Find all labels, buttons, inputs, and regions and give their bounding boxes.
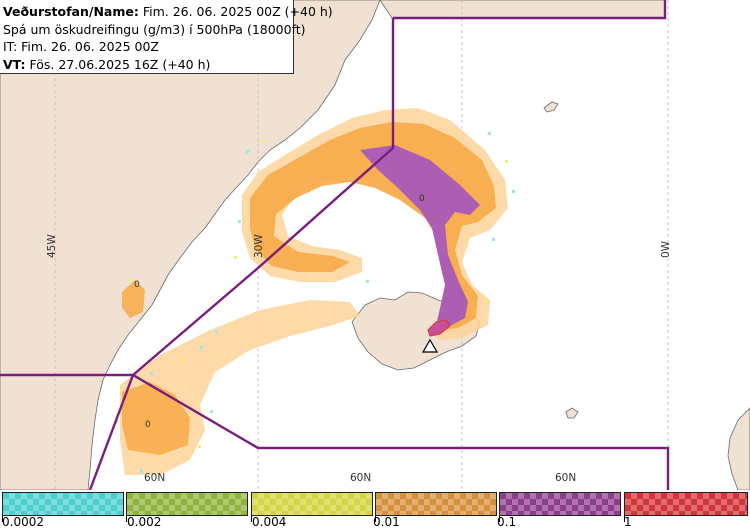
lat-label-60n-mid: 60N [350,472,372,484]
ash-plume-core [427,319,451,337]
ash-scatter-speckles [116,132,515,473]
ash-dispersion-map [0,0,750,490]
volcano-marker [421,338,439,353]
name-value: Fim. 26. 06. 2025 00Z (+40 h) [138,4,333,19]
jan-mayen-island [543,101,559,113]
legend-tick-3 [375,516,376,522]
name-label: Veðurstofan/Name: [3,4,139,19]
graticule-lines [54,0,669,490]
valid-time-value: Fös. 27.06.2025 16Z (+40 h) [25,56,211,72]
lat-label-60n-left: 60N [144,472,166,484]
legend-label-3: 0.01 [373,515,400,529]
lon-label-45w: 45W [46,234,58,258]
legend-label-0: 0.0002 [2,515,44,529]
initial-time: IT: Fim. 26. 06. 2025 00Z [3,39,159,54]
legend-tick-0 [2,516,3,522]
legend-swatch-4 [499,492,621,516]
ash-plume-greenland-patch [122,280,145,318]
legend-swatch-0 [2,492,124,516]
airspace-boundary [0,0,670,490]
legend-label-5: 1 [624,515,632,529]
valid-time-row: VT: Fös. 27.06.2025 16Z (+40 h) [3,56,293,74]
legend-tick-4 [499,516,500,522]
arctic-island-land [379,0,666,19]
lon-label-0w: 0W [660,240,672,258]
scandinavia-land [727,407,750,490]
legend-tick-1 [126,516,127,522]
legend-swatch-3 [375,492,497,516]
concentration-mark-southwest: 0 [145,420,151,430]
concentration-legend: 0.0002 0.002 0.004 0.01 0.1 1 [0,490,750,532]
legend-tick-5 [624,516,625,522]
legend-swatch-1 [126,492,248,516]
lat-label-60n-right: 60N [555,472,577,484]
legend-tick-2 [251,516,252,522]
ash-plume-south-orange [122,382,190,455]
legend-label-1: 0.002 [127,515,162,529]
legend-swatch-2 [251,492,373,516]
valid-time-label: VT: [3,56,26,72]
forecast-info-panel: Veðurstofan/Name: Fim. 26. 06. 2025 00Z … [0,0,333,74]
ash-plume-purple [360,145,480,326]
forecast-name-row: Veðurstofan/Name: Fim. 26. 06. 2025 00Z … [3,3,333,21]
legend-swatch-5 [624,492,748,516]
legend-label-2: 0.004 [252,515,287,529]
forecast-description: Spá um öskudreifingu (g/m3) í 500hPa (18… [3,21,306,37]
greenland-land [0,0,381,490]
faroe-islands [565,407,579,419]
concentration-mark-north: 0 [419,194,425,204]
lon-label-30w: 30W [253,234,265,258]
legend-label-4: 0.1 [497,515,517,529]
concentration-mark-greenland: 0 [134,280,140,290]
